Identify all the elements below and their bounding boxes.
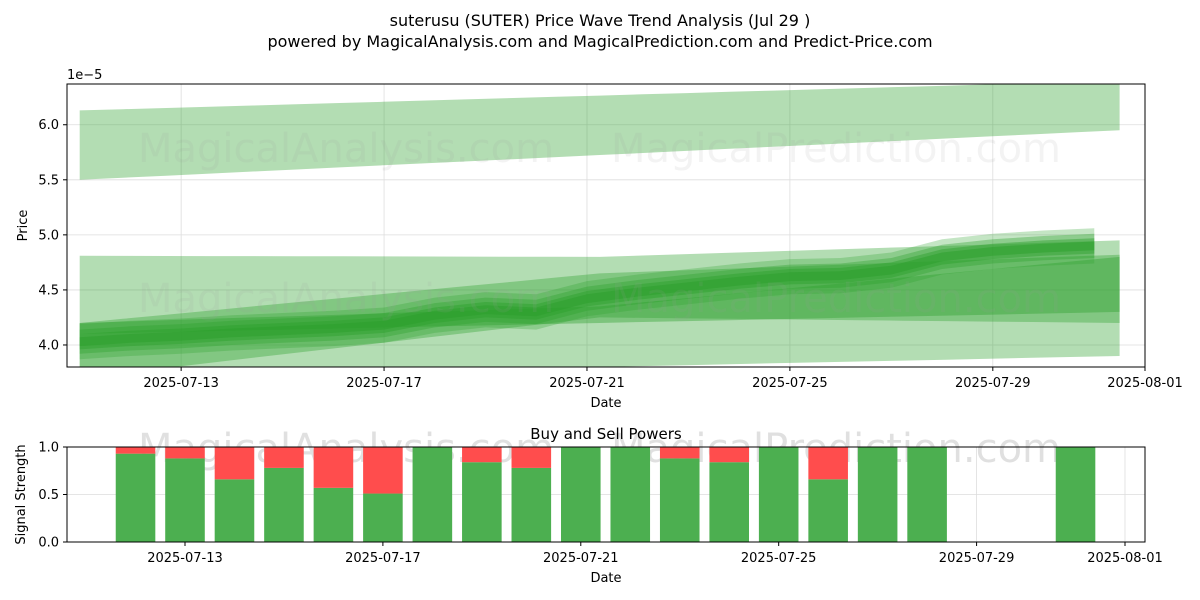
- x-tick-label: 2025-08-01: [1087, 551, 1163, 566]
- sell-bar: [462, 447, 502, 463]
- price-band: [79, 256, 1120, 334]
- trend-ribbon: [79, 233, 1095, 354]
- trend-ribbon: [79, 238, 1095, 350]
- sell-bar: [808, 447, 848, 480]
- signal-plot-title: Buy and Sell Powers: [530, 425, 682, 443]
- y-tick-label: 5.5: [38, 173, 59, 188]
- x-tick-label: 2025-07-17: [346, 376, 422, 391]
- buy-bar: [1055, 447, 1096, 542]
- buy-bar: [511, 467, 552, 542]
- y-tick-label: 5.0: [38, 228, 59, 243]
- x-tick-label: 2025-07-21: [549, 376, 625, 391]
- chart-title-line1: suterusu (SUTER) Price Wave Trend Analys…: [390, 11, 811, 30]
- buy-bar: [412, 447, 453, 542]
- price-band: [79, 254, 1120, 367]
- watermark: MagicalPrediction.com: [611, 276, 1061, 322]
- y-axis-label: Signal Strength: [14, 444, 29, 544]
- x-tick-label: 2025-07-13: [147, 551, 223, 566]
- chart-title-line2: powered by MagicalAnalysis.com and Magic…: [267, 32, 932, 51]
- sell-bar: [214, 447, 255, 480]
- y-tick-label: 6.0: [38, 118, 59, 133]
- buy-bar: [561, 447, 601, 542]
- buy-bar: [313, 487, 354, 542]
- y-tick-label: 4.5: [38, 283, 59, 298]
- buy-bar: [264, 467, 304, 542]
- watermark: MagicalAnalysis.com: [138, 126, 554, 172]
- signal-plot: MagicalAnalysis.comMagicalPrediction.com…: [14, 425, 1163, 586]
- buy-bar: [709, 462, 749, 542]
- x-tick-label: 2025-08-01: [1107, 376, 1183, 391]
- x-tick-label: 2025-07-25: [741, 551, 817, 566]
- x-tick-label: 2025-07-13: [143, 376, 219, 391]
- buy-bar: [363, 493, 403, 542]
- buy-bar: [808, 479, 848, 542]
- buy-bar: [610, 447, 651, 542]
- price-plot-frame: [66, 83, 1146, 368]
- y-tick-label: 0.5: [38, 488, 59, 503]
- watermark: MagicalPrediction.com: [611, 126, 1061, 172]
- sell-bar: [709, 447, 749, 463]
- y-tick-label: 4.0: [38, 338, 59, 353]
- buy-bar: [857, 447, 898, 542]
- sell-bar: [264, 447, 304, 468]
- x-axis-label: Date: [590, 396, 621, 411]
- x-tick-label: 2025-07-29: [939, 551, 1015, 566]
- watermark: MagicalAnalysis.com: [138, 276, 554, 322]
- x-tick-label: 2025-07-21: [543, 551, 619, 566]
- sell-bar: [313, 447, 354, 488]
- buy-bar: [115, 453, 156, 542]
- plot-area: [79, 84, 1120, 367]
- price-band: [79, 84, 1120, 180]
- sell-bar: [165, 447, 205, 459]
- y-axis-label: Price: [16, 210, 31, 242]
- price-plot: MagicalAnalysis.com MagicalPrediction.com…: [16, 68, 1183, 411]
- sell-bar: [659, 447, 700, 459]
- buy-bar: [214, 479, 255, 542]
- buy-bar: [659, 458, 700, 542]
- x-tick-label: 2025-07-25: [752, 376, 828, 391]
- x-axis-label: Date: [590, 571, 621, 586]
- sell-bar: [363, 447, 403, 494]
- trend-ribbon: [79, 241, 1095, 347]
- y-tick-label: 0.0: [38, 536, 59, 551]
- sell-bar: [115, 447, 156, 454]
- buy-bar: [462, 462, 502, 542]
- sell-bar: [511, 447, 552, 468]
- y-offset-label: 1e−5: [67, 68, 102, 83]
- y-tick-label: 1.0: [38, 441, 59, 456]
- x-tick-label: 2025-07-17: [345, 551, 421, 566]
- buy-bar: [758, 447, 799, 542]
- buy-bar: [165, 458, 205, 542]
- x-tick-label: 2025-07-29: [955, 376, 1031, 391]
- buy-bar: [907, 447, 947, 542]
